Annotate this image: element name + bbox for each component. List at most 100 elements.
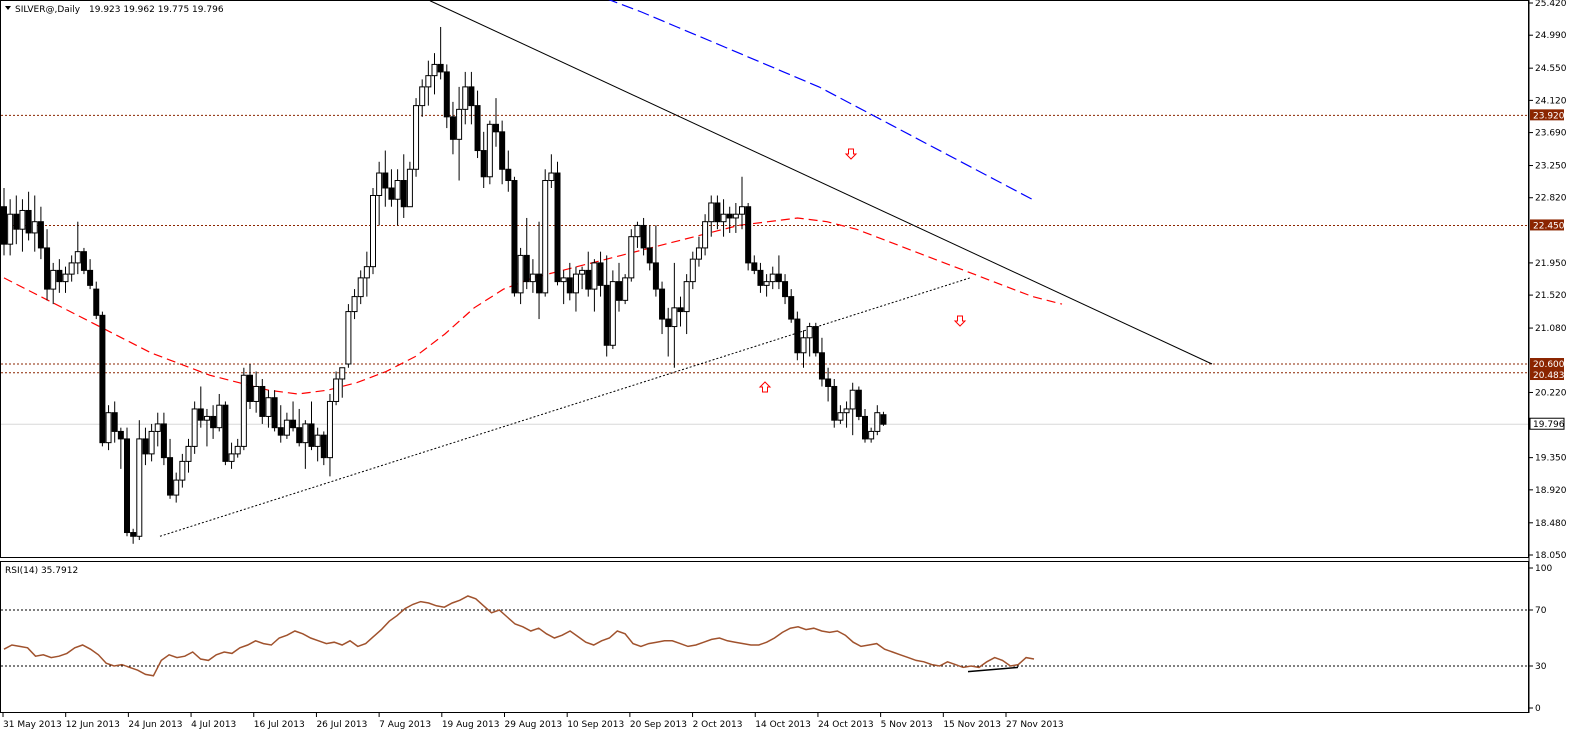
candle-bull <box>622 277 629 301</box>
rsi-tick-label: 0 <box>1535 704 1541 714</box>
candle-bull <box>609 281 616 346</box>
level-label-box <box>1530 109 1564 121</box>
candle-bear <box>616 281 622 301</box>
candle-bull <box>689 258 696 283</box>
candle-bull <box>732 213 739 219</box>
candle-bear <box>646 247 653 264</box>
candle-bull <box>185 445 192 462</box>
candle-bull <box>628 236 635 279</box>
current-price-box <box>1529 417 1565 430</box>
candle-bull <box>179 460 186 481</box>
candle-bull <box>7 213 14 245</box>
candle-bull <box>406 168 413 208</box>
moving-average-line <box>608 0 1033 200</box>
candle-bull <box>345 311 352 365</box>
candle-bull <box>874 412 881 432</box>
time-tick-label: 20 Sep 2013 <box>630 720 687 730</box>
candle-bear <box>277 427 284 436</box>
candle-bull <box>148 430 155 455</box>
candle-bear <box>296 427 303 444</box>
candle-bear <box>320 434 327 459</box>
candle-bull <box>763 281 770 286</box>
candle-bear <box>597 262 604 286</box>
candle-bull <box>800 337 807 354</box>
candle-bull <box>683 281 690 313</box>
level-label-box <box>1530 369 1564 381</box>
candle-bear <box>259 385 266 417</box>
candle-bear <box>197 408 204 421</box>
candle-bear <box>585 269 592 290</box>
price-tick-label: 23.690 <box>1535 129 1567 139</box>
time-tick-label: 26 Jul 2013 <box>316 720 367 730</box>
price-tick-label: 24.990 <box>1535 31 1567 41</box>
candle-bear <box>499 131 506 170</box>
candle-bear <box>505 168 512 182</box>
candle-bear <box>388 187 395 200</box>
price-tick-label: 20.220 <box>1535 388 1567 398</box>
candle-bull <box>868 430 875 440</box>
candle-bear <box>640 224 647 249</box>
candle-bull <box>351 296 358 313</box>
rsi-line <box>3 595 1035 677</box>
candle-bear <box>855 389 862 417</box>
candle-bull <box>419 86 426 107</box>
candle-bear <box>142 438 149 455</box>
rsi-panel <box>1 595 1528 677</box>
moving-average-lines <box>3 0 1063 395</box>
candle-bear <box>308 423 315 447</box>
trendline <box>429 0 1213 365</box>
candle-bull <box>634 224 641 238</box>
level-label-box <box>1530 219 1564 231</box>
candle-bull <box>579 269 586 275</box>
candle-bull <box>240 374 247 447</box>
candle-bull <box>591 262 598 290</box>
candle-bull <box>228 453 235 462</box>
candle-bear <box>775 273 782 283</box>
arrow-down-icon <box>953 315 967 327</box>
candle-bull <box>333 378 340 402</box>
time-tick-label: 5 Nov 2013 <box>881 720 933 730</box>
candle-bull <box>265 397 272 417</box>
time-tick-label: 10 Sep 2013 <box>567 720 624 730</box>
candle-bull <box>806 326 813 339</box>
candle-bear <box>825 378 832 387</box>
candle-bull <box>769 273 776 283</box>
candle-bull <box>74 251 81 264</box>
candle-bull <box>370 194 376 268</box>
candle-bear <box>523 254 530 283</box>
level-label-text: 20.600 <box>1533 360 1565 370</box>
symbol-dropdown-triangle-icon[interactable] <box>5 6 11 10</box>
candle-bull <box>394 180 401 200</box>
candle-bear <box>80 251 87 271</box>
candle-bear <box>449 116 456 140</box>
candle-bull <box>843 408 850 414</box>
candle-bull <box>68 262 75 275</box>
candle-bull <box>216 404 223 429</box>
price-tick-label: 24.550 <box>1535 64 1567 74</box>
candle-bear <box>782 281 789 298</box>
rsi-tick-label: 70 <box>1535 606 1547 616</box>
candle-bull <box>191 408 198 447</box>
candle-bull <box>302 423 309 444</box>
candle-bull <box>572 273 579 294</box>
candle-bear <box>480 150 487 178</box>
candle-bear <box>87 269 94 286</box>
candle-bear <box>493 123 499 133</box>
candle-bear <box>93 288 100 316</box>
candle-bear <box>111 412 118 432</box>
candle-bear <box>536 273 543 294</box>
candle-bear <box>511 180 518 294</box>
level-label-text: 22.450 <box>1533 221 1565 231</box>
candle-bull <box>671 307 678 328</box>
candle-bull <box>339 367 346 380</box>
candle-bear <box>554 172 561 283</box>
price-tick-label: 25.420 <box>1535 0 1567 9</box>
candle-bear <box>880 414 887 425</box>
candle-bear <box>788 296 795 320</box>
candle-bear <box>726 213 733 219</box>
price-tick-label: 21.080 <box>1535 324 1567 334</box>
candle-bull <box>560 277 567 283</box>
candle-bear <box>751 262 758 271</box>
